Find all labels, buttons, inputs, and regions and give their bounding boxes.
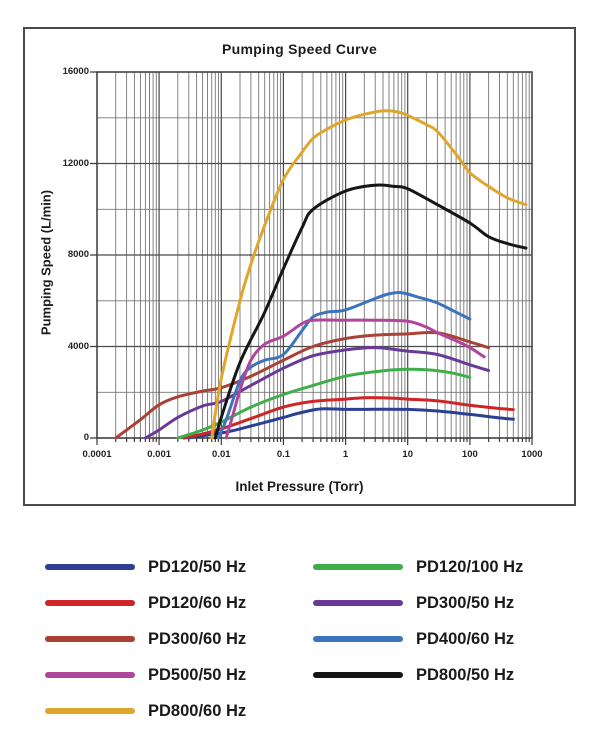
series-curve-pd800-50-hz [213,183,528,440]
legend-item: PD120/50 Hz [45,549,246,585]
legend-column-left: PD120/50 Hz PD120/60 Hz PD300/60 Hz PD500/5… [45,549,246,729]
legend-item: PD300/60 Hz [45,621,246,657]
legend-label: PD800/50 Hz [416,665,515,684]
legend-label: PD300/60 Hz [148,629,247,648]
legend-swatch [45,708,135,714]
legend-item: PD120/100 Hz [313,549,523,585]
legend: PD120/50 Hz PD120/60 Hz PD300/60 Hz PD500/5… [0,549,600,739]
legend-swatch [313,564,403,570]
series-curve-pd500-50-hz [224,318,486,440]
legend-item: PD800/50 Hz [313,657,523,693]
x-tick-label: 1 [342,449,349,460]
legend-swatch [313,672,403,678]
chart-frame: Pumping Speed Curve Pumping Speed (L/min… [23,27,576,506]
legend-swatch [313,600,403,606]
legend-label: PD800/60 Hz [148,701,247,720]
legend-swatch [45,636,135,642]
x-tick-label: 100 [461,449,478,460]
legend-label: PD120/50 Hz [148,557,247,576]
legend-swatch [45,600,135,606]
legend-swatch [45,672,135,678]
legend-label: PD120/60 Hz [148,593,247,612]
x-tick-label: 0.001 [147,449,172,460]
legend-item: PD400/60 Hz [313,621,523,657]
plot-area [90,71,533,445]
legend-label: PD300/50 Hz [416,593,515,612]
chart-title: Pumping Speed Curve [221,41,378,57]
x-tick-label: 0.0001 [82,449,112,460]
legend-item: PD300/50 Hz [313,585,523,621]
series-curve-pd300-60-hz [114,330,491,440]
legend-item: PD120/60 Hz [45,585,246,621]
x-tick-label: 0.1 [276,449,291,460]
axis-ticks [90,71,533,445]
x-tick-label: 0.01 [212,449,231,460]
legend-column-right: PD120/100 Hz PD300/50 Hz PD400/60 Hz PD800/… [313,549,523,693]
legend-swatch [45,564,135,570]
legend-item: PD800/60 Hz [45,693,246,729]
y-tick-label: 4000 [67,340,89,352]
x-axis-title: Inlet Pressure (Torr) [235,479,364,494]
plot-border [96,71,533,439]
legend-label: PD120/100 Hz [416,557,524,576]
series-curve-pd800-60-hz [210,109,528,440]
legend-label: PD400/60 Hz [416,629,515,648]
y-tick-label: 16000 [62,66,89,77]
x-tick-label: 1000 [521,449,543,460]
x-tick-label: 10 [402,449,413,460]
y-tick-label: 8000 [67,249,89,260]
legend-swatch [313,636,403,642]
y-tick-label: 12000 [62,157,89,169]
legend-item: PD500/50 Hz [45,657,246,693]
series-curve-pd300-50-hz [143,346,491,440]
legend-label: PD500/50 Hz [148,665,247,684]
y-tick-label: 0 [83,432,89,443]
